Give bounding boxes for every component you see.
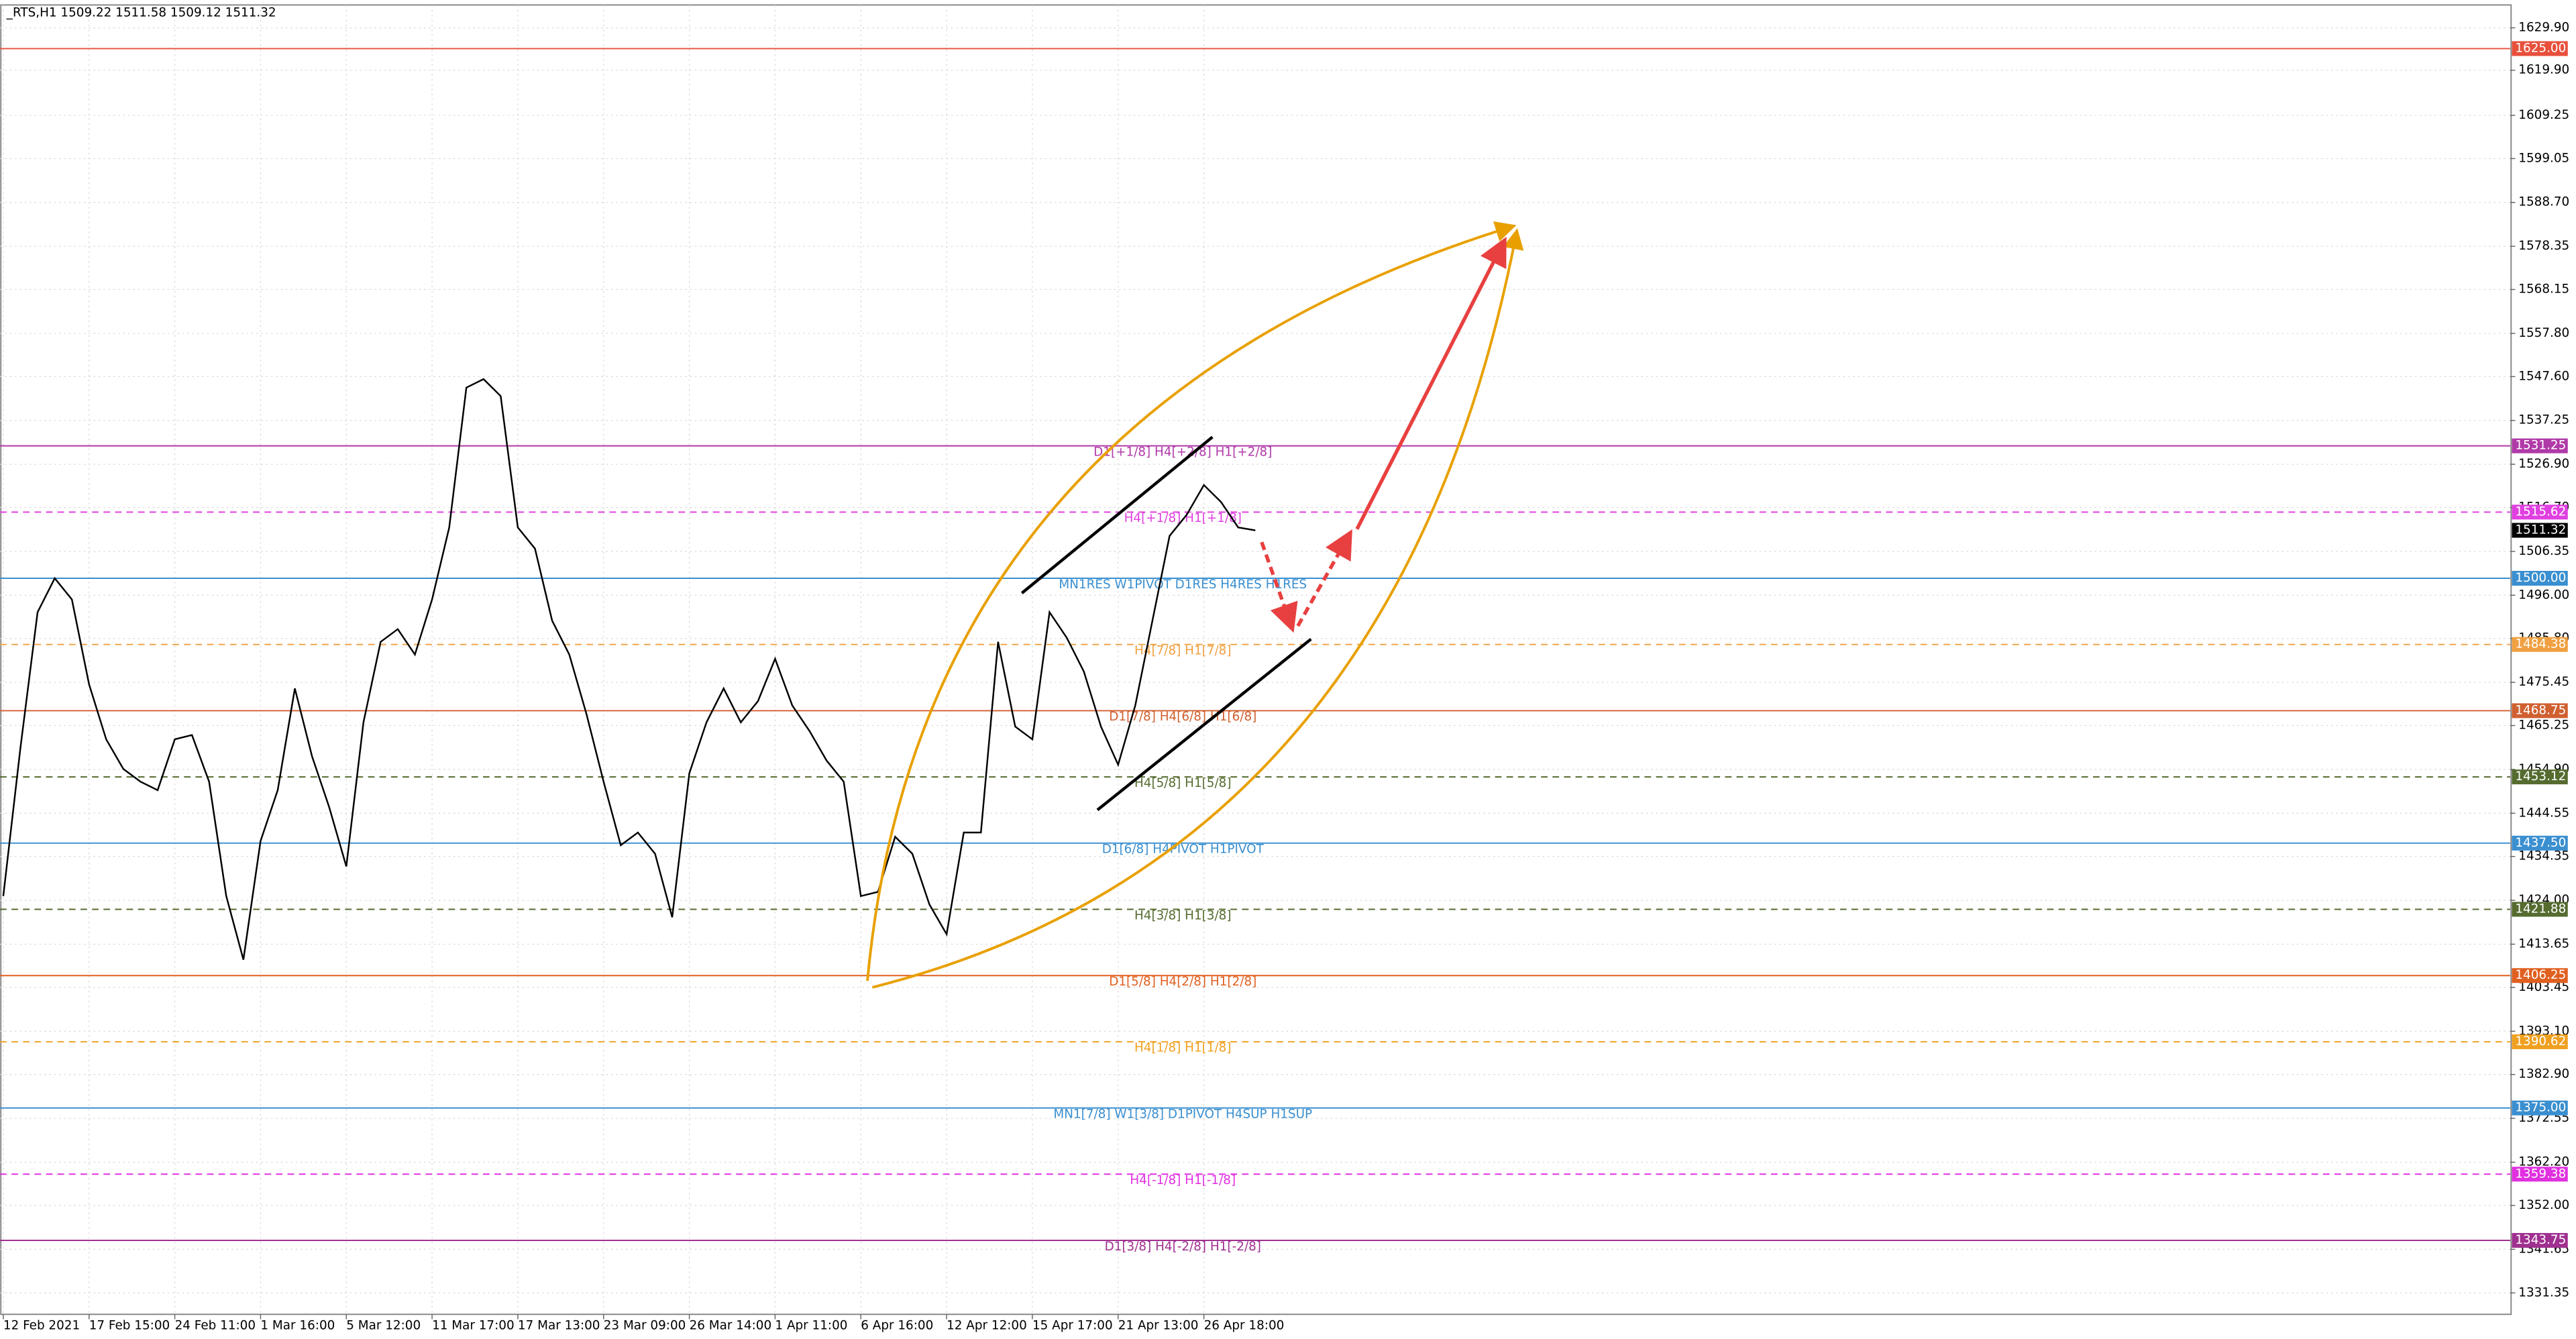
price-box-label: 1500.00 [2515, 571, 2566, 585]
chart-title: _RTS,H1 1509.22 1511.58 1509.12 1511.32 [6, 6, 276, 20]
x-tick-label: 11 Mar 17:00 [432, 1318, 515, 1332]
last-price-label: 1511.32 [2515, 523, 2566, 537]
y-tick-label: 1557.80 [2518, 326, 2569, 340]
x-tick-label: 26 Mar 14:00 [690, 1318, 772, 1332]
price-box-label: 1453.12 [2515, 769, 2566, 784]
y-tick-label: 1496.00 [2518, 588, 2569, 602]
arrow-target [1355, 236, 1507, 530]
y-tick-label: 1578.35 [2518, 239, 2569, 253]
price-box [2512, 1167, 2568, 1182]
x-tick-label: 12 Feb 2021 [3, 1318, 80, 1332]
price-box [2512, 769, 2568, 785]
price-box [2512, 637, 2568, 652]
level-text: H4[1/8] H1[1/8] [1134, 1041, 1232, 1055]
arrow-up [1296, 529, 1352, 627]
price-box [2512, 504, 2568, 520]
y-tick-label: 1475.45 [2518, 675, 2569, 689]
price-box-label: 1515.62 [2515, 504, 2566, 519]
price [2, 378, 1256, 960]
level-text: H4[7/8] H1[7/8] [1134, 643, 1232, 657]
price-box-label: 1531.25 [2515, 439, 2566, 453]
x-tick-label: 24 Feb 11:00 [175, 1318, 256, 1332]
price-box [2512, 902, 2568, 917]
x-tick-label: 1 Apr 11:00 [775, 1318, 847, 1332]
y-tick-label: 1352.00 [2518, 1198, 2569, 1212]
y-tick-label: 1537.25 [2518, 413, 2569, 427]
x-tick-label: 23 Mar 09:00 [604, 1318, 686, 1332]
price-box-label: 1343.75 [2515, 1233, 2566, 1247]
level-text: H4[-1/8] H1[-1/8] [1130, 1173, 1236, 1187]
price-box [2512, 968, 2568, 983]
plot-frame [0, 4, 2512, 1316]
y-tick-label: 1434.35 [2518, 849, 2569, 863]
y-tick-label: 1547.60 [2518, 369, 2569, 383]
y-tick-label: 1382.90 [2518, 1067, 2569, 1081]
price-box-label: 1468.75 [2515, 703, 2566, 717]
price-box [2512, 703, 2568, 718]
y-tick-label: 1629.90 [2518, 20, 2569, 34]
last-price-box [2512, 523, 2568, 538]
x-tick-label: 1 Mar 16:00 [260, 1318, 335, 1332]
level-text: MN1RES W1PIVOT D1RES H4RES H1RES [1059, 578, 1307, 592]
price-box [2512, 438, 2568, 453]
y-tick-label: 1465.25 [2518, 718, 2569, 733]
price-box-label: 1375.00 [2515, 1101, 2566, 1115]
level-text: D1[+1/8] H4[+2/8] H1[+2/8] [1093, 445, 1272, 459]
price-box [2512, 1232, 2568, 1248]
x-tick-label: 21 Apr 13:00 [1118, 1318, 1199, 1332]
x-tick-label: 12 Apr 12:00 [947, 1318, 1027, 1332]
y-tick-label: 1444.55 [2518, 806, 2569, 820]
price-box-label: 1359.38 [2515, 1167, 2566, 1181]
y-tick-label: 1526.90 [2518, 457, 2569, 471]
level-text: MN1[7/8] W1[3/8] D1PIVOT H4SUP H1SUP [1053, 1107, 1312, 1121]
y-tick-label: 1588.70 [2518, 195, 2569, 209]
y-tick-label: 1599.05 [2518, 151, 2569, 165]
price-box-label: 1406.25 [2515, 968, 2566, 982]
y-tick-label: 1362.20 [2518, 1155, 2569, 1169]
level-text: H4[5/8] H1[5/8] [1134, 776, 1232, 790]
price-box [2512, 1100, 2568, 1116]
channel-bottom [1096, 637, 1312, 812]
price-box-label: 1484.38 [2515, 637, 2566, 651]
y-tick-label: 1413.65 [2518, 936, 2569, 951]
grid: 1629.90 1619.90 1609.25 1599.05 1588.70 1578.… [0, 5, 2569, 1332]
price-box-label: 1421.88 [2515, 902, 2566, 916]
price-box-label: 1625.00 [2515, 41, 2566, 55]
price-box [2512, 835, 2568, 851]
y-tick-label: 1568.15 [2518, 282, 2569, 297]
level-text: D1[5/8] H4[2/8] H1[2/8] [1109, 975, 1256, 989]
level-text: H4[3/8] H1[3/8] [1134, 908, 1232, 922]
price-line [2, 378, 1256, 960]
level-text: D1[6/8] H4PIVOT H1PIVOT [1102, 843, 1265, 857]
arrow-down [1260, 541, 1298, 633]
price-box-label: 1437.50 [2515, 836, 2566, 850]
x-tick-label: 5 Mar 12:00 [346, 1318, 421, 1332]
y-tick-label: 1506.35 [2518, 544, 2569, 558]
x-tick-label: 17 Mar 13:00 [518, 1318, 600, 1332]
curve-lower [871, 228, 1524, 989]
x-tick-label: 26 Apr 18:00 [1204, 1318, 1285, 1332]
price-box [2512, 41, 2568, 56]
x-tick-label: 17 Feb 15:00 [89, 1318, 170, 1332]
price-box [2512, 1034, 2568, 1049]
curve-upper [866, 221, 1517, 981]
x-tick-label: 15 Apr 17:00 [1032, 1318, 1113, 1332]
channel-top [1020, 435, 1214, 594]
price-box-label: 1390.62 [2515, 1034, 2566, 1049]
level-text: D1[3/8] H4[-2/8] H1[-2/8] [1105, 1240, 1261, 1254]
y-tick-label: 1619.90 [2518, 63, 2569, 77]
annotations [866, 221, 1524, 989]
y-tick-label: 1609.25 [2518, 108, 2569, 122]
price-box [2512, 571, 2568, 586]
y-tick-label: 1403.45 [2518, 980, 2569, 994]
y-tick-label: 1331.35 [2518, 1285, 2569, 1299]
x-tick-label: 6 Apr 16:00 [861, 1318, 933, 1332]
